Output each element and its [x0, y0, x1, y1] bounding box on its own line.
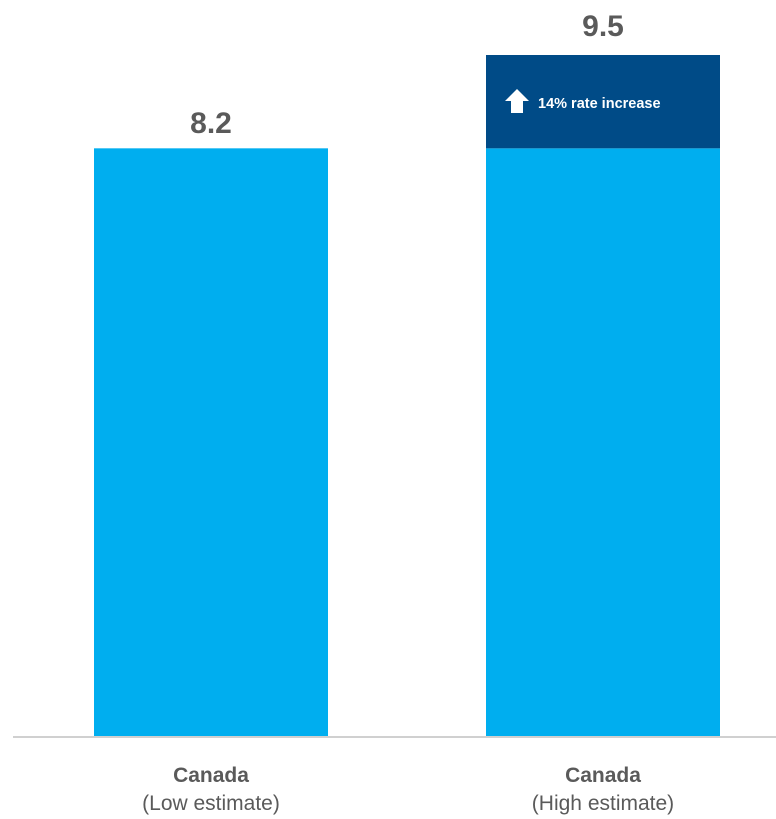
bar-low-base: [94, 148, 328, 738]
bar-high-base: [486, 148, 720, 738]
value-label-low: 8.2: [190, 107, 232, 140]
annotation-text: 14% rate increase: [538, 96, 661, 112]
category-label-low: Canada: [173, 764, 249, 787]
arrow-up-icon: [505, 89, 529, 113]
value-label-high: 9.5: [582, 10, 624, 43]
bar-high-increment: [486, 55, 720, 149]
rate-increase-annotation: 14% rate increase: [505, 89, 661, 113]
category-sublabel-low: (Low estimate): [142, 792, 280, 815]
bars-group: [94, 55, 720, 738]
category-label-high: Canada: [565, 764, 641, 787]
category-sublabel-high: (High estimate): [532, 792, 674, 815]
